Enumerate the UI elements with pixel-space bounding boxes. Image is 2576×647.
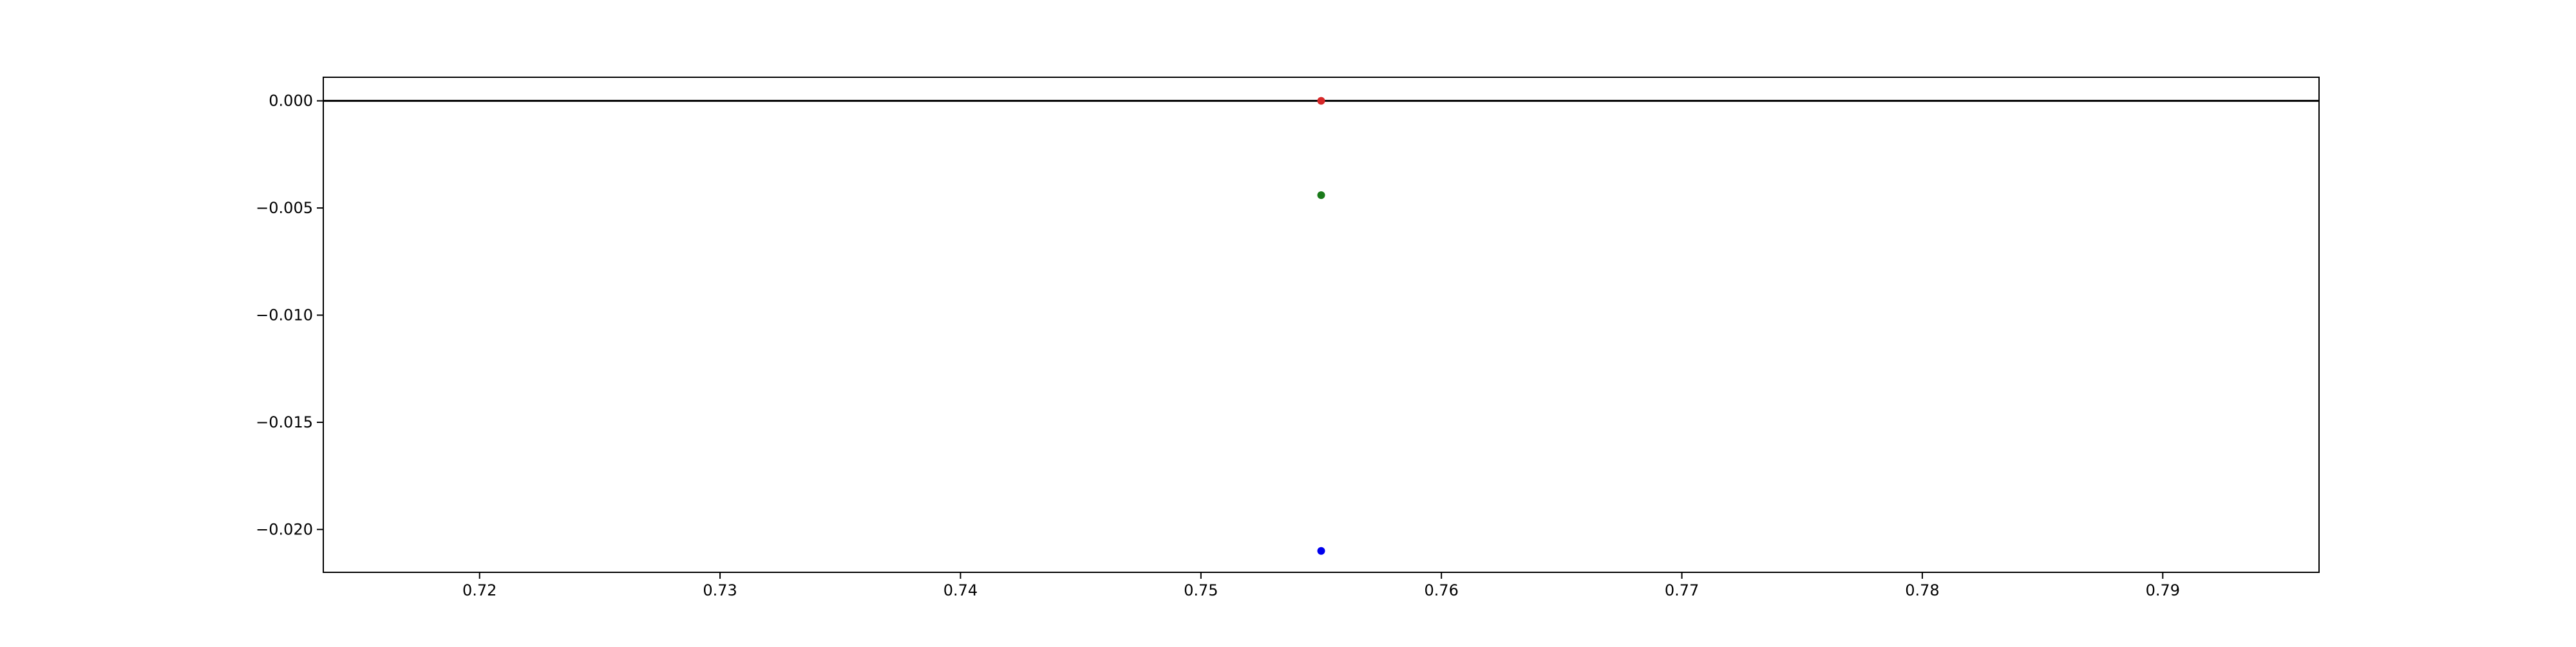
x-tick-label: 0.78: [1905, 581, 1939, 599]
data-point: [1317, 191, 1325, 200]
y-tick-label: −0.015: [256, 413, 313, 431]
x-tick-label: 0.75: [1184, 581, 1218, 599]
data-point: [1317, 547, 1325, 555]
y-tick-label: 0.000: [269, 92, 313, 110]
data-point: [1317, 97, 1325, 105]
x-tick-label: 0.74: [943, 581, 978, 599]
plot-area: [323, 77, 2319, 572]
plot-layer: 0.72 0.73 0.74 0.75 0.76 0.77 0.78 0.79 0.000 −0.…: [256, 77, 2320, 599]
x-tick-label: 0.77: [1665, 581, 1699, 599]
x-tick-label: 0.76: [1424, 581, 1458, 599]
y-tick-label: −0.005: [256, 199, 313, 217]
x-tick-label: 0.73: [703, 581, 737, 599]
y-tick-label: −0.010: [256, 306, 313, 324]
x-tick-label: 0.79: [2146, 581, 2180, 599]
y-tick-label: −0.020: [256, 520, 313, 538]
x-tick-label: 0.72: [462, 581, 497, 599]
axes-frame: [323, 77, 2320, 573]
